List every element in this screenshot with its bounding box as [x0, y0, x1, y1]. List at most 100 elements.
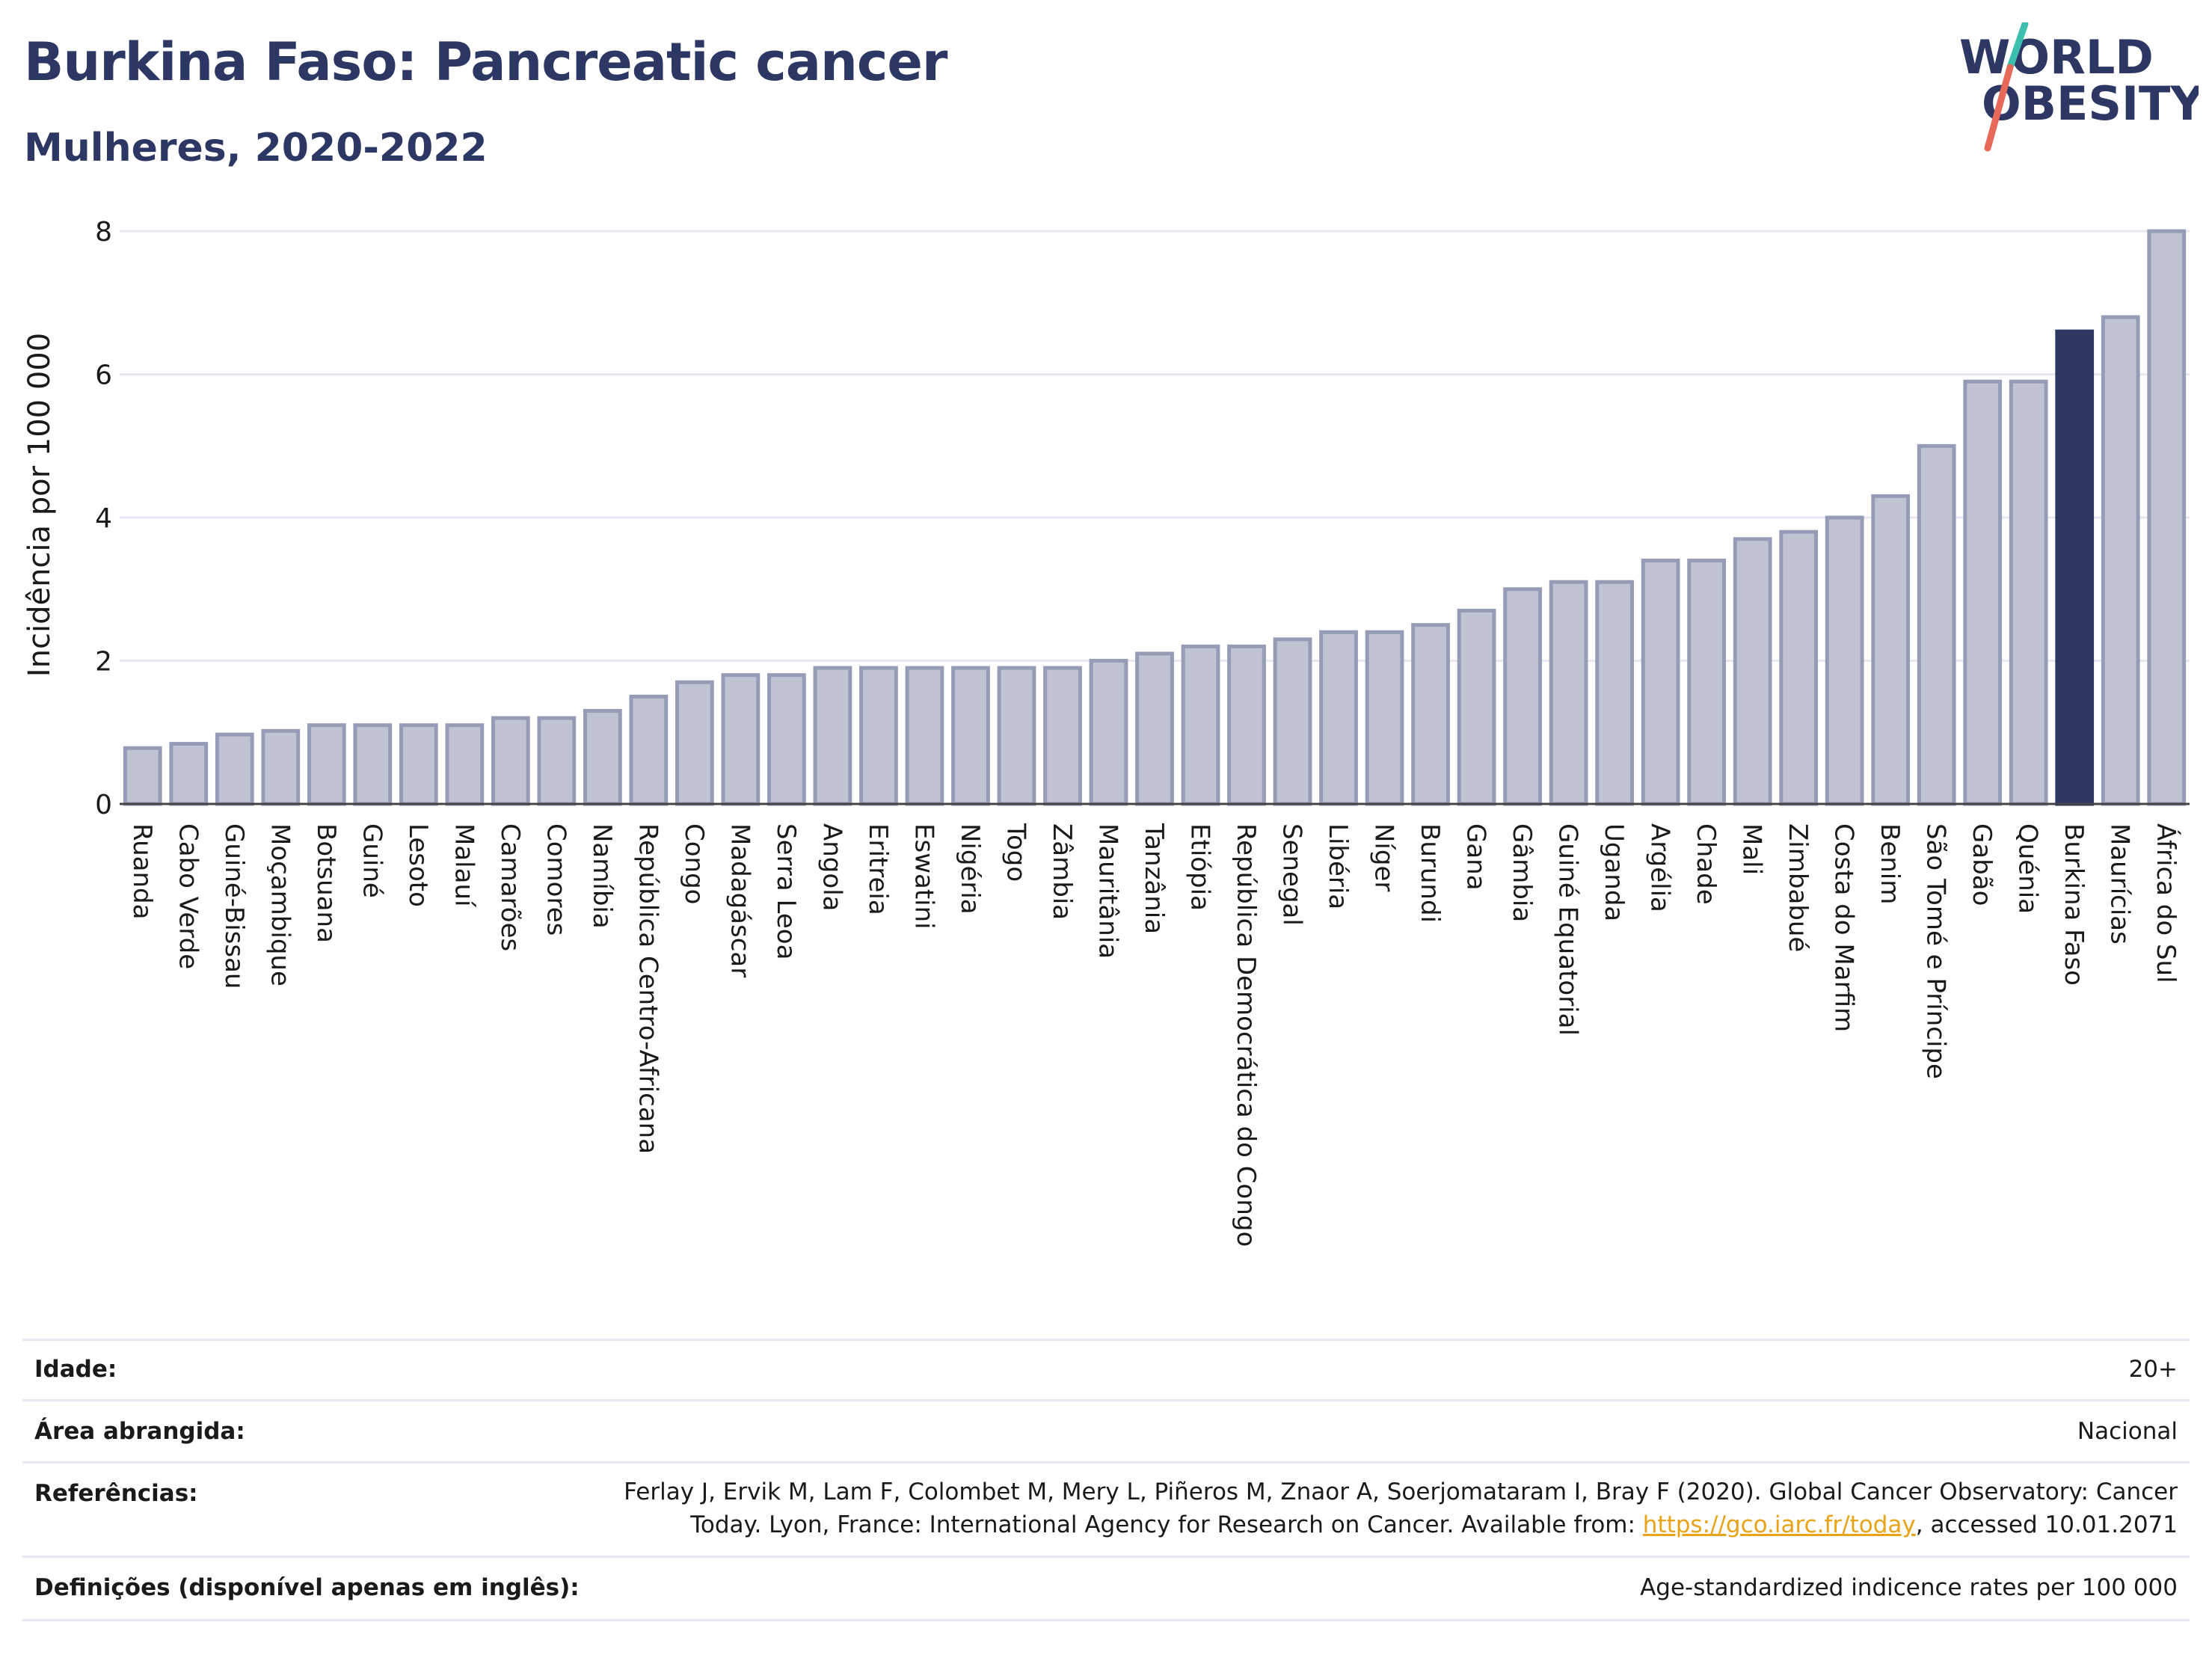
bar-gana	[1457, 609, 1496, 806]
x-tick-label: Gabão	[1967, 823, 1997, 906]
x-tick-label: Zâmbia	[1047, 823, 1077, 920]
bar-eswatini	[905, 666, 944, 806]
bar-guiné-equatorial	[1549, 580, 1588, 806]
x-axis-ticks: Ruanda Cabo Verde Guiné-Bissau Moçambique Bo…	[127, 823, 2181, 1247]
references-link[interactable]: https://gco.iarc.fr/today	[1642, 1511, 1916, 1538]
x-tick-label: Eswatini	[909, 823, 938, 930]
x-tick-label: Burundi	[1415, 823, 1445, 923]
x-tick-label: Congo	[679, 823, 709, 904]
y-tick-label: 2	[95, 647, 112, 678]
bar-libéria	[1319, 630, 1358, 806]
bar-são-tomé-e-príncipe	[1917, 443, 1956, 806]
x-tick-label: Mali	[1737, 823, 1767, 875]
x-tick-label: Chade	[1691, 823, 1721, 905]
logo-slash-coral	[1984, 64, 2014, 152]
bar-quénia	[2009, 379, 2048, 806]
bars	[123, 229, 2187, 806]
x-tick-label: Benim	[1875, 823, 1905, 904]
bar-nigéria	[951, 666, 990, 806]
bar-república-democrática-do-congo	[1227, 644, 1266, 806]
x-tick-label: República Centro-Africana	[633, 823, 663, 1154]
x-tick-label: Guiné Equatorial	[1553, 823, 1583, 1036]
bar-níger	[1365, 630, 1404, 806]
bar-mali	[1733, 537, 1772, 806]
bar-guiné	[353, 723, 393, 806]
x-tick-label: Gana	[1461, 823, 1491, 891]
x-tick-label: Serra Leoa	[771, 823, 801, 959]
x-tick-label: Botsuana	[311, 823, 341, 943]
x-tick-label: Lesoto	[403, 823, 433, 907]
x-tick-label: Moçambique	[265, 823, 295, 986]
x-tick-label: Guiné-Bissau	[219, 823, 249, 989]
x-tick-label: Comores	[541, 823, 571, 936]
definitions-label: Definições (disponível apenas em inglês)…	[34, 1574, 580, 1601]
age-value: 20+	[2128, 1356, 2178, 1383]
bar-áfrica-do-sul	[2147, 229, 2187, 806]
bar-madagáscar	[721, 673, 761, 806]
references-line2: Today. Lyon, France: International Agenc…	[624, 1508, 2178, 1541]
bar-república-centro-africana	[629, 694, 669, 806]
references-line1: Ferlay J, Ervik M, Lam F, Colombet M, Me…	[624, 1479, 2178, 1505]
x-tick-label: Quénia	[2013, 823, 2043, 914]
bar-eritreia	[859, 666, 898, 806]
x-tick-label: Eritreia	[863, 823, 893, 915]
x-tick-label: África do Sul	[2151, 823, 2181, 983]
bar-chade	[1687, 559, 1727, 806]
bar-etiópia	[1181, 644, 1220, 806]
x-tick-label: Guiné	[357, 823, 387, 898]
info-row-definitions: Definições (disponível apenas em inglês)…	[22, 1556, 2190, 1621]
logo-slash-teal	[2006, 22, 2029, 71]
bar-tanzânia	[1135, 651, 1174, 806]
x-tick-label: Costa do Marfim	[1829, 823, 1859, 1032]
y-tick-label: 0	[95, 790, 112, 820]
references-line2-text: Today. Lyon, France: International Agenc…	[690, 1511, 1643, 1538]
x-tick-label: Gâmbia	[1507, 823, 1537, 922]
bar-ruanda	[123, 746, 162, 806]
x-tick-label: Níger	[1369, 823, 1399, 891]
x-tick-label: Argélia	[1645, 823, 1675, 912]
x-tick-label: Malauí	[449, 823, 479, 908]
y-axis-ticks: 0 2 4 6 8	[95, 217, 112, 820]
bar-chart: 0 2 4 6 8 Incidência por 100 000 Ruanda Cabo …	[22, 217, 2190, 1247]
bar-mauritânia	[1089, 659, 1128, 806]
bar-senegal	[1273, 637, 1312, 806]
x-tick-label: São Tomé e Príncipe	[1921, 823, 1951, 1079]
y-tick-label: 4	[95, 503, 112, 534]
bar-maurícias	[2101, 315, 2140, 806]
bar-comores	[537, 716, 577, 806]
bar-argélia	[1641, 559, 1680, 806]
x-tick-label: Togo	[1001, 823, 1030, 882]
references-value: Ferlay J, Ervik M, Lam F, Colombet M, Me…	[624, 1476, 2178, 1541]
x-tick-label: República Democrática do Congo	[1231, 823, 1261, 1247]
bar-zimbabué	[1779, 529, 1819, 806]
y-axis-label: Incidência por 100 000	[22, 333, 57, 677]
bar-gabão	[1963, 379, 2003, 806]
x-tick-label: Angola	[817, 823, 847, 911]
bar-benim	[1871, 494, 1911, 806]
x-tick-label: Nigéria	[955, 823, 985, 915]
bar-malauí	[445, 723, 485, 806]
x-tick-label: Zimbabué	[1783, 823, 1813, 952]
chart-title: Burkina Faso: Pancreatic cancer	[24, 31, 947, 93]
bar-guiné-bissau	[215, 732, 254, 806]
bar-cabo-verde	[169, 742, 209, 806]
x-tick-label: Uganda	[1599, 823, 1629, 921]
bar-congo	[675, 680, 714, 806]
info-row-references: Referências: Ferlay J, Ervik M, Lam F, C…	[22, 1461, 2190, 1557]
bar-togo	[997, 666, 1036, 806]
bar-camarões	[491, 716, 530, 806]
logo-word-obesity: OBESITY	[1982, 76, 2199, 131]
bar-lesoto	[399, 723, 438, 806]
references-label: Referências:	[34, 1480, 198, 1507]
bar-serra-leoa	[767, 673, 806, 806]
x-tick-label: Namíbia	[587, 823, 617, 929]
x-tick-label: Burkina Faso	[2059, 823, 2089, 986]
bar-moçambique	[261, 728, 301, 806]
chart-subtitle: Mulheres, 2020-2022	[24, 126, 488, 171]
definitions-value: Age-standardized indicence rates per 100…	[1640, 1574, 2178, 1601]
x-tick-label: Mauritânia	[1093, 823, 1122, 959]
bar-gâmbia	[1503, 587, 1542, 806]
x-tick-label: Etiópia	[1185, 823, 1215, 911]
x-tick-label: Libéria	[1323, 823, 1353, 909]
x-tick-label: Tanzânia	[1139, 823, 1169, 934]
